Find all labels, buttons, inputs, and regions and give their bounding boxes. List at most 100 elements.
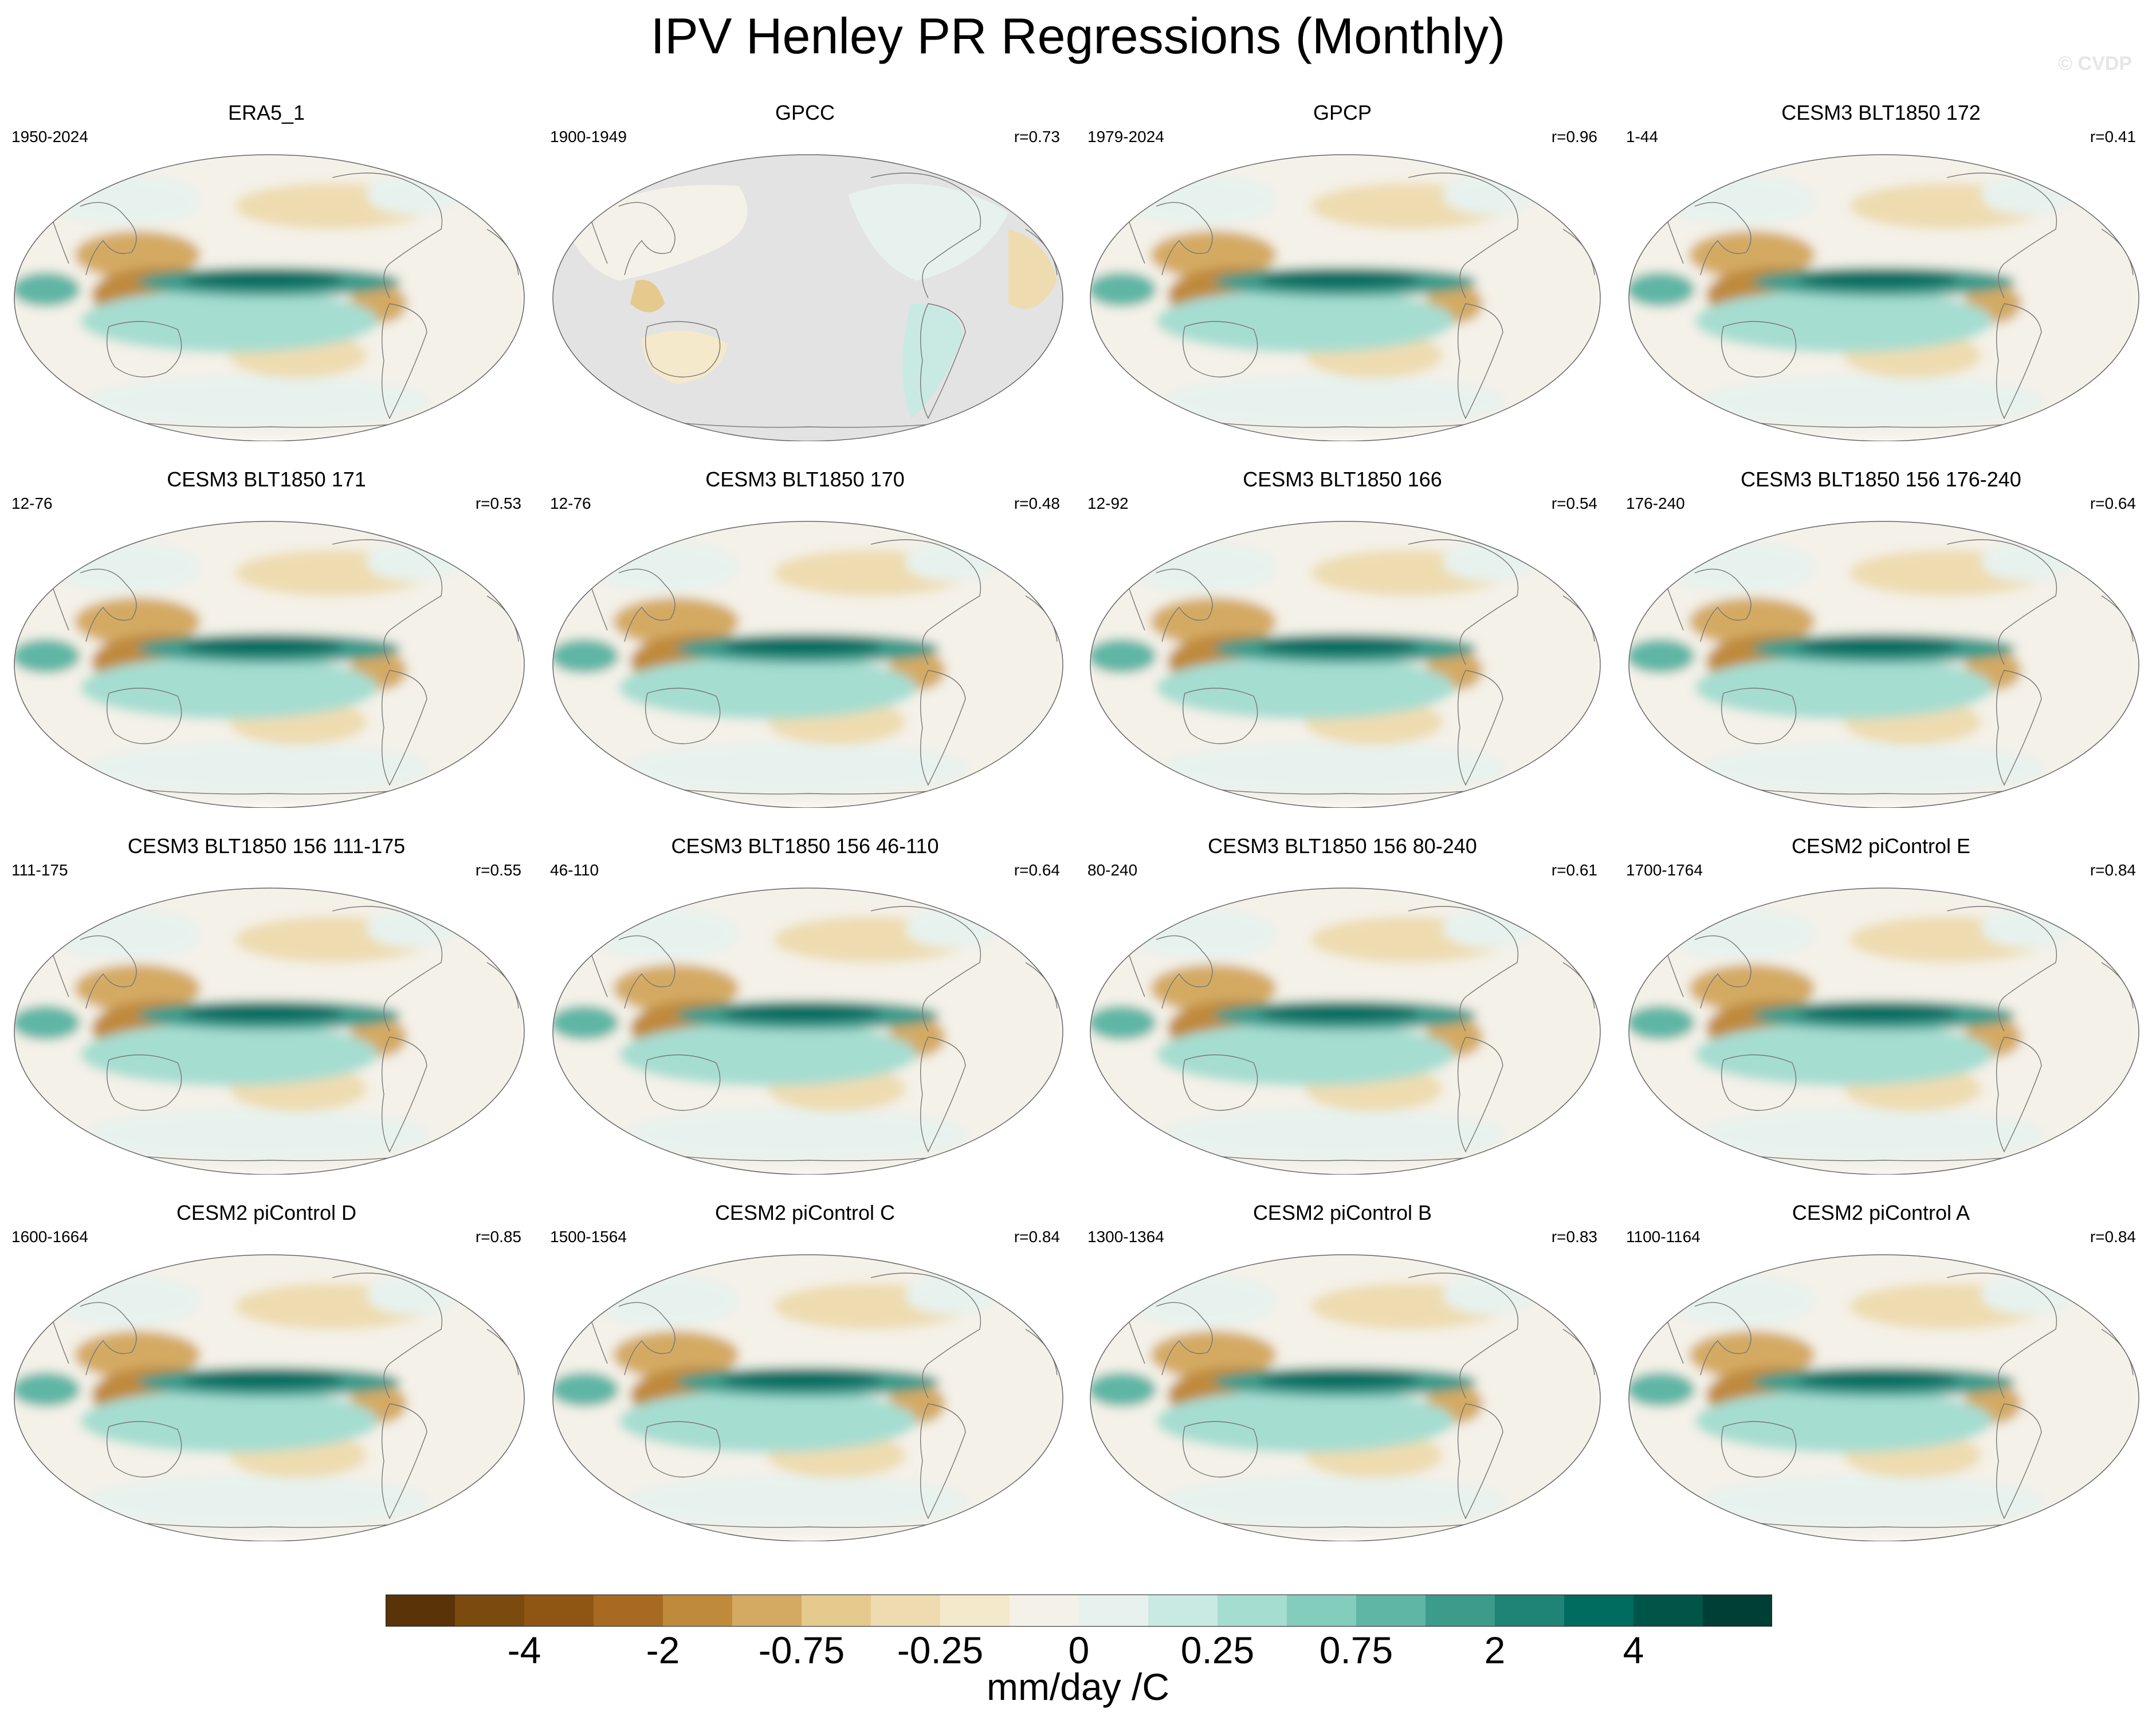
panel-title: CESM3 BLT1850 172 <box>1781 101 1981 124</box>
colorbar-swatch <box>1079 1595 1149 1627</box>
panel-correlation: r=0.84 <box>1014 1228 1060 1246</box>
map-globe <box>1090 521 1601 808</box>
colorbar-swatch <box>1356 1595 1426 1627</box>
map-panel: CESM2 piControl E 1700-1764 r=0.84 <box>1615 834 2147 1177</box>
panel-correlation: r=0.55 <box>475 861 521 879</box>
regression-field <box>1629 155 2139 441</box>
map-globe <box>552 887 1063 1175</box>
map-panel: CESM3 BLT1850 171 12-76 r=0.53 <box>0 467 533 811</box>
figure-title: IPV Henley PR Regressions (Monthly) <box>650 7 1506 64</box>
panel-years: 1500-1564 <box>550 1228 627 1246</box>
regression-field <box>14 521 524 808</box>
panel-correlation: r=0.48 <box>1014 494 1060 512</box>
regression-field <box>1629 521 2139 808</box>
colorbar-tick-label: 0 <box>1068 1629 1090 1671</box>
colorbar-frame <box>386 1595 1772 1627</box>
map-panel: CESM3 BLT1850 156 80-240 80-240 r=0.61 <box>1076 834 1609 1177</box>
colorbar-swatch <box>455 1595 525 1627</box>
map-globe <box>14 887 525 1175</box>
panel-correlation: r=0.64 <box>1014 861 1060 879</box>
colorbar-swatch <box>524 1595 594 1627</box>
regression-field <box>1090 521 1600 808</box>
panel-title: CESM3 BLT1850 156 80-240 <box>1208 834 1477 858</box>
colorbar-swatch <box>1633 1595 1703 1627</box>
colorbar-swatch <box>1218 1595 1287 1627</box>
map-panel: CESM3 BLT1850 156 176-240 176-240 r=0.64 <box>1615 467 2147 811</box>
colorbar-tick-label: 0.25 <box>1180 1629 1255 1671</box>
map-globe <box>1628 887 2139 1175</box>
map-globe <box>1090 154 1601 441</box>
map-globe <box>14 521 525 808</box>
colorbar-swatch <box>732 1595 802 1627</box>
regression-field <box>553 888 1063 1175</box>
land-data <box>567 183 1057 418</box>
regression-field <box>1090 888 1600 1175</box>
panel-correlation: r=0.85 <box>475 1228 521 1246</box>
panel-title: GPCP <box>1313 101 1372 124</box>
map-panel: CESM2 piControl C 1500-1564 r=0.84 <box>539 1200 1071 1544</box>
panel-correlation: r=0.84 <box>2090 861 2136 879</box>
panel-years: 46-110 <box>550 861 599 879</box>
map-panel: GPCC 1900-1949 r=0.73 <box>539 100 1071 444</box>
panel-years: 176-240 <box>1626 494 1685 512</box>
watermark: © CVDP <box>2058 53 2132 74</box>
regression-field <box>1629 1255 2139 1541</box>
panel-title: CESM2 piControl E <box>1791 834 1971 858</box>
regression-field <box>1629 888 2139 1175</box>
map-globe <box>1090 887 1601 1175</box>
map-globe <box>552 154 1063 441</box>
regression-field <box>1090 155 1600 441</box>
map-globe <box>1628 521 2139 808</box>
map-globe <box>1090 1254 1601 1541</box>
map-panel: CESM3 BLT1850 156 111-175 111-175 r=0.55 <box>0 834 533 1177</box>
panel-correlation: r=0.53 <box>475 494 521 512</box>
panel-title: CESM2 piControl B <box>1252 1201 1432 1224</box>
panel-years: 12-76 <box>11 494 53 512</box>
colorbar-swatch <box>1148 1595 1218 1627</box>
panel-years: 111-175 <box>11 861 68 879</box>
map-globe <box>552 1254 1063 1541</box>
colorbar-tick-label: -2 <box>646 1629 680 1671</box>
panel-correlation: r=0.54 <box>1551 494 1597 512</box>
colorbar-swatch <box>1010 1595 1079 1627</box>
panel-years: 1900-1949 <box>550 128 627 146</box>
regression-field <box>14 155 524 441</box>
colorbar-swatch <box>1703 1595 1772 1627</box>
colorbar-swatch <box>1564 1595 1634 1627</box>
colorbar-swatch <box>1495 1595 1565 1627</box>
panel-title: CESM3 BLT1850 156 176-240 <box>1741 468 2021 491</box>
panel-years: 1600-1664 <box>11 1228 88 1246</box>
map-globe <box>14 154 525 441</box>
map-panel: CESM3 BLT1850 166 12-92 r=0.54 <box>1076 467 1609 811</box>
map-panel: ERA5_1 1950-2024 <box>0 100 533 444</box>
panel-title: CESM3 BLT1850 156 111-175 <box>127 834 406 858</box>
colorbar-swatch <box>871 1595 941 1627</box>
panel-years: 1300-1364 <box>1087 1228 1164 1246</box>
regression-field <box>553 1255 1063 1541</box>
colorbar-swatch <box>594 1595 663 1627</box>
map-panel: CESM3 BLT1850 156 46-110 46-110 r=0.64 <box>539 834 1071 1177</box>
map-globe <box>552 521 1063 808</box>
panel-years: 1950-2024 <box>11 128 88 146</box>
panel-title: CESM3 BLT1850 156 46-110 <box>671 834 939 858</box>
panel-correlation: r=0.83 <box>1551 1228 1597 1246</box>
colorbar-tick-label: -4 <box>507 1629 541 1671</box>
colorbar-tick-label: 0.75 <box>1319 1629 1393 1671</box>
regression-field <box>1090 1255 1600 1541</box>
panel-title: GPCC <box>775 101 835 124</box>
colorbar-swatch <box>1425 1595 1495 1627</box>
panel-title: CESM3 BLT1850 166 <box>1243 468 1442 491</box>
panel-years: 12-92 <box>1087 494 1129 512</box>
map-panel: GPCP 1979-2024 r=0.96 <box>1076 100 1609 444</box>
map-panel: CESM3 BLT1850 172 1-44 r=0.41 <box>1615 100 2147 444</box>
panel-years: 12-76 <box>550 494 591 512</box>
panel-title: CESM3 BLT1850 170 <box>705 468 905 491</box>
coastlines <box>584 172 1058 428</box>
map-panel: CESM2 piControl B 1300-1364 r=0.83 <box>1076 1200 1609 1544</box>
map-panel: CESM3 BLT1850 170 12-76 r=0.48 <box>539 467 1071 811</box>
panel-years: 1100-1164 <box>1626 1228 1701 1246</box>
panel-title: CESM3 BLT1850 171 <box>167 468 366 491</box>
colorbar-tick-label: -0.25 <box>897 1629 984 1671</box>
regression-field <box>553 521 1063 808</box>
map-globe <box>1628 154 2139 441</box>
